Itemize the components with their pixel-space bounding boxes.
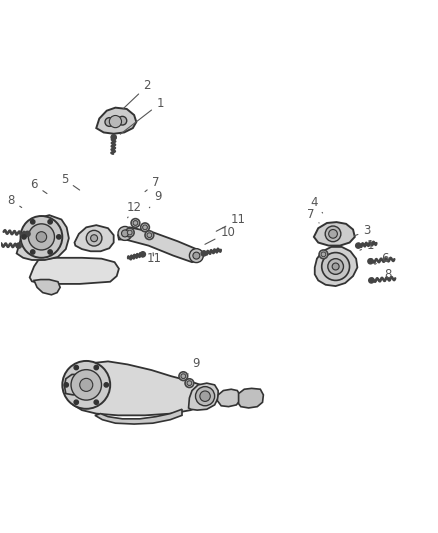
Polygon shape <box>74 225 114 251</box>
Text: 10: 10 <box>205 226 235 244</box>
Polygon shape <box>314 222 355 246</box>
Circle shape <box>133 221 138 225</box>
Circle shape <box>369 278 374 283</box>
Polygon shape <box>315 247 357 286</box>
Polygon shape <box>17 215 69 260</box>
Text: 9: 9 <box>187 357 200 375</box>
Circle shape <box>104 383 109 387</box>
Circle shape <box>91 235 98 241</box>
Circle shape <box>141 223 149 232</box>
Polygon shape <box>34 279 60 295</box>
Circle shape <box>48 220 52 224</box>
Text: 9: 9 <box>149 190 162 208</box>
Circle shape <box>74 365 78 370</box>
Text: 8: 8 <box>7 194 22 207</box>
Circle shape <box>31 250 35 254</box>
Polygon shape <box>217 389 240 407</box>
Circle shape <box>200 391 210 401</box>
Text: 11: 11 <box>216 213 246 231</box>
Polygon shape <box>96 108 136 134</box>
Circle shape <box>22 235 26 239</box>
Circle shape <box>36 232 47 242</box>
Circle shape <box>118 116 127 125</box>
Text: 6: 6 <box>30 178 47 193</box>
Circle shape <box>16 243 21 248</box>
Circle shape <box>145 231 154 239</box>
Text: 4: 4 <box>310 196 323 213</box>
Circle shape <box>80 378 93 391</box>
Circle shape <box>356 243 361 248</box>
Circle shape <box>140 252 145 257</box>
Circle shape <box>319 250 328 259</box>
Circle shape <box>185 379 194 387</box>
Circle shape <box>94 400 99 405</box>
Circle shape <box>328 230 337 238</box>
Circle shape <box>328 259 343 274</box>
Circle shape <box>127 230 132 235</box>
Circle shape <box>64 383 68 387</box>
Circle shape <box>31 220 35 224</box>
Text: 6: 6 <box>375 252 389 265</box>
Text: 3: 3 <box>354 224 371 237</box>
Circle shape <box>48 250 52 254</box>
Circle shape <box>179 372 187 381</box>
Circle shape <box>86 230 102 246</box>
Circle shape <box>94 365 99 370</box>
Circle shape <box>25 231 30 237</box>
Text: 1: 1 <box>360 239 374 252</box>
Circle shape <box>321 252 326 257</box>
Circle shape <box>105 118 114 126</box>
Polygon shape <box>69 361 209 415</box>
Circle shape <box>71 370 102 400</box>
Circle shape <box>111 135 116 140</box>
Text: 2: 2 <box>123 79 151 109</box>
Circle shape <box>131 219 140 228</box>
Text: 1: 1 <box>120 97 164 134</box>
Text: 7: 7 <box>145 176 159 192</box>
Circle shape <box>368 259 373 264</box>
Circle shape <box>189 249 203 263</box>
Polygon shape <box>239 389 263 408</box>
Circle shape <box>187 381 192 385</box>
Circle shape <box>125 228 134 237</box>
Circle shape <box>193 252 200 259</box>
Circle shape <box>322 253 350 280</box>
Circle shape <box>147 233 152 238</box>
Circle shape <box>201 251 206 256</box>
Polygon shape <box>64 375 82 395</box>
Polygon shape <box>30 258 119 284</box>
Text: 8: 8 <box>379 268 392 281</box>
Circle shape <box>325 226 341 241</box>
Polygon shape <box>188 383 218 410</box>
Circle shape <box>110 116 121 128</box>
Circle shape <box>74 400 78 405</box>
Circle shape <box>143 225 148 230</box>
Circle shape <box>57 235 61 239</box>
Text: 5: 5 <box>61 173 80 190</box>
Circle shape <box>62 361 110 409</box>
Text: 7: 7 <box>307 208 319 223</box>
Circle shape <box>118 227 132 240</box>
Polygon shape <box>118 228 201 262</box>
Text: 12: 12 <box>127 201 141 218</box>
Text: 11: 11 <box>146 252 161 265</box>
Circle shape <box>121 230 128 237</box>
Circle shape <box>28 224 54 250</box>
Circle shape <box>332 263 339 270</box>
Polygon shape <box>95 409 182 424</box>
Circle shape <box>21 216 62 258</box>
Circle shape <box>195 386 215 406</box>
Circle shape <box>181 374 186 378</box>
